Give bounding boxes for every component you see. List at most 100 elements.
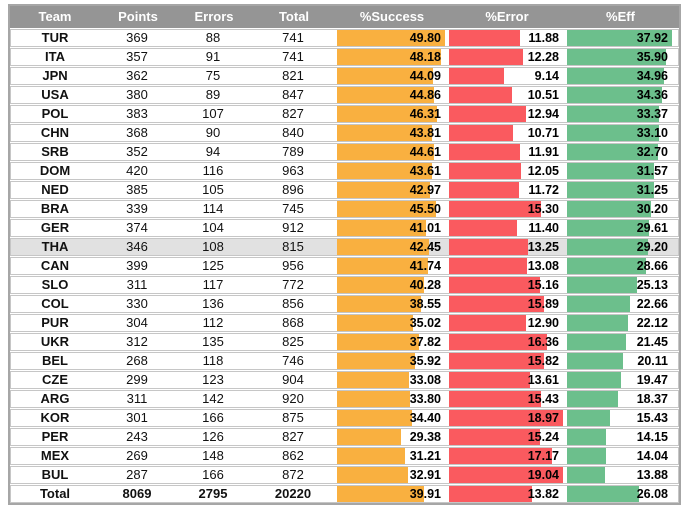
team-cell[interactable]: POL (41, 106, 69, 121)
eff-bar-cell[interactable]: 31.25 (567, 182, 672, 198)
team-cell[interactable]: UKR (40, 334, 70, 349)
errors-cell[interactable]: 107 (202, 106, 224, 121)
team-cell[interactable]: ITA (45, 49, 65, 64)
error-bar-cell[interactable]: 12.94 (449, 106, 563, 122)
error-bar-cell[interactable]: 11.72 (449, 182, 563, 198)
eff-bar-cell[interactable]: 21.45 (567, 334, 672, 350)
error-bar-cell[interactable]: 17.17 (449, 448, 563, 464)
points-cell[interactable]: 369 (126, 30, 148, 45)
points-cell[interactable]: 301 (126, 410, 148, 425)
success-bar-cell[interactable]: 42.45 (337, 239, 445, 255)
error-bar-cell[interactable]: 15.16 (449, 277, 563, 293)
eff-bar-cell[interactable]: 31.57 (567, 163, 672, 179)
errors-cell[interactable]: 104 (202, 220, 224, 235)
errors-cell[interactable]: 166 (202, 410, 224, 425)
error-bar-cell[interactable]: 13.61 (449, 372, 563, 388)
error-bar-cell[interactable]: 15.24 (449, 429, 563, 445)
errors-cell[interactable]: 118 (202, 353, 224, 368)
errors-cell[interactable]: 75 (205, 68, 221, 83)
eff-bar-cell[interactable]: 19.47 (567, 372, 672, 388)
total-cell[interactable]: 821 (282, 68, 304, 83)
header-team[interactable]: Team (38, 9, 72, 24)
error-bar-cell[interactable]: 13.08 (449, 258, 563, 274)
points-cell[interactable]: 8069 (122, 486, 152, 501)
errors-cell[interactable]: 2795 (198, 486, 228, 501)
errors-cell[interactable]: 135 (202, 334, 224, 349)
success-bar-cell[interactable]: 38.55 (337, 296, 445, 312)
team-cell[interactable]: SLO (41, 277, 69, 292)
points-cell[interactable]: 352 (126, 144, 148, 159)
points-cell[interactable]: 399 (126, 258, 148, 273)
eff-bar-cell[interactable]: 28.66 (567, 258, 672, 274)
eff-bar-cell[interactable]: 20.11 (567, 353, 672, 369)
success-bar-cell[interactable]: 48.18 (337, 49, 445, 65)
team-cell[interactable]: CAN (40, 258, 70, 273)
points-cell[interactable]: 330 (126, 296, 148, 311)
error-bar-cell[interactable]: 15.89 (449, 296, 563, 312)
team-cell[interactable]: MEX (40, 448, 70, 463)
errors-cell[interactable]: 117 (202, 277, 224, 292)
points-cell[interactable]: 362 (126, 68, 148, 83)
error-bar-cell[interactable]: 15.43 (449, 391, 563, 407)
total-cell[interactable]: 825 (282, 334, 304, 349)
team-cell[interactable]: JPN (42, 68, 68, 83)
total-cell[interactable]: 20220 (274, 486, 312, 501)
errors-cell[interactable]: 108 (202, 239, 224, 254)
team-cell[interactable]: THA (41, 239, 69, 254)
eff-bar-cell[interactable]: 30.20 (567, 201, 672, 217)
total-cell[interactable]: 840 (282, 125, 304, 140)
eff-bar-cell[interactable]: 15.43 (567, 410, 672, 426)
success-bar-cell[interactable]: 41.74 (337, 258, 445, 274)
success-bar-cell[interactable]: 49.80 (337, 30, 445, 46)
total-cell[interactable]: 868 (282, 315, 304, 330)
team-cell[interactable]: NED (41, 182, 69, 197)
team-cell[interactable]: SRB (41, 144, 69, 159)
eff-bar-cell[interactable]: 29.61 (567, 220, 672, 236)
team-cell[interactable]: Total (39, 486, 71, 501)
success-bar-cell[interactable]: 31.21 (337, 448, 445, 464)
error-bar-cell[interactable]: 10.71 (449, 125, 563, 141)
errors-cell[interactable]: 88 (205, 30, 221, 45)
points-cell[interactable]: 383 (126, 106, 148, 121)
success-bar-cell[interactable]: 42.97 (337, 182, 445, 198)
total-cell[interactable]: 862 (282, 448, 304, 463)
eff-bar-cell[interactable]: 14.15 (567, 429, 672, 445)
team-cell[interactable]: GER (40, 220, 70, 235)
eff-bar-cell[interactable]: 13.88 (567, 467, 672, 483)
eff-bar-cell[interactable]: 26.08 (567, 486, 672, 502)
errors-cell[interactable]: 148 (202, 448, 224, 463)
header-errors[interactable]: Errors (194, 9, 234, 24)
success-bar-cell[interactable]: 44.86 (337, 87, 445, 103)
error-bar-cell[interactable]: 16.36 (449, 334, 563, 350)
errors-cell[interactable]: 166 (202, 467, 224, 482)
header-success[interactable]: %Success (359, 9, 425, 24)
success-bar-cell[interactable]: 46.31 (337, 106, 445, 122)
team-cell[interactable]: BRA (40, 201, 70, 216)
total-cell[interactable]: 904 (282, 372, 304, 387)
team-cell[interactable]: TUR (41, 30, 69, 45)
errors-cell[interactable]: 136 (202, 296, 224, 311)
total-cell[interactable]: 896 (282, 182, 304, 197)
eff-bar-cell[interactable]: 29.20 (567, 239, 672, 255)
header-error[interactable]: %Error (485, 9, 529, 24)
error-bar-cell[interactable]: 15.30 (449, 201, 563, 217)
errors-cell[interactable]: 94 (205, 144, 221, 159)
error-bar-cell[interactable]: 10.51 (449, 87, 563, 103)
total-cell[interactable]: 956 (282, 258, 304, 273)
error-bar-cell[interactable]: 18.97 (449, 410, 563, 426)
points-cell[interactable]: 380 (126, 87, 148, 102)
error-bar-cell[interactable]: 15.82 (449, 353, 563, 369)
total-cell[interactable]: 815 (282, 239, 304, 254)
errors-cell[interactable]: 116 (202, 163, 224, 178)
total-cell[interactable]: 741 (282, 49, 304, 64)
total-cell[interactable]: 827 (282, 106, 304, 121)
total-cell[interactable]: 847 (282, 87, 304, 102)
team-cell[interactable]: PER (41, 429, 69, 444)
team-cell[interactable]: CZE (42, 372, 68, 387)
error-bar-cell[interactable]: 11.88 (449, 30, 563, 46)
total-cell[interactable]: 963 (282, 163, 304, 178)
errors-cell[interactable]: 114 (202, 201, 224, 216)
eff-bar-cell[interactable]: 37.92 (567, 30, 672, 46)
eff-bar-cell[interactable]: 22.12 (567, 315, 672, 331)
team-cell[interactable]: CHN (40, 125, 70, 140)
